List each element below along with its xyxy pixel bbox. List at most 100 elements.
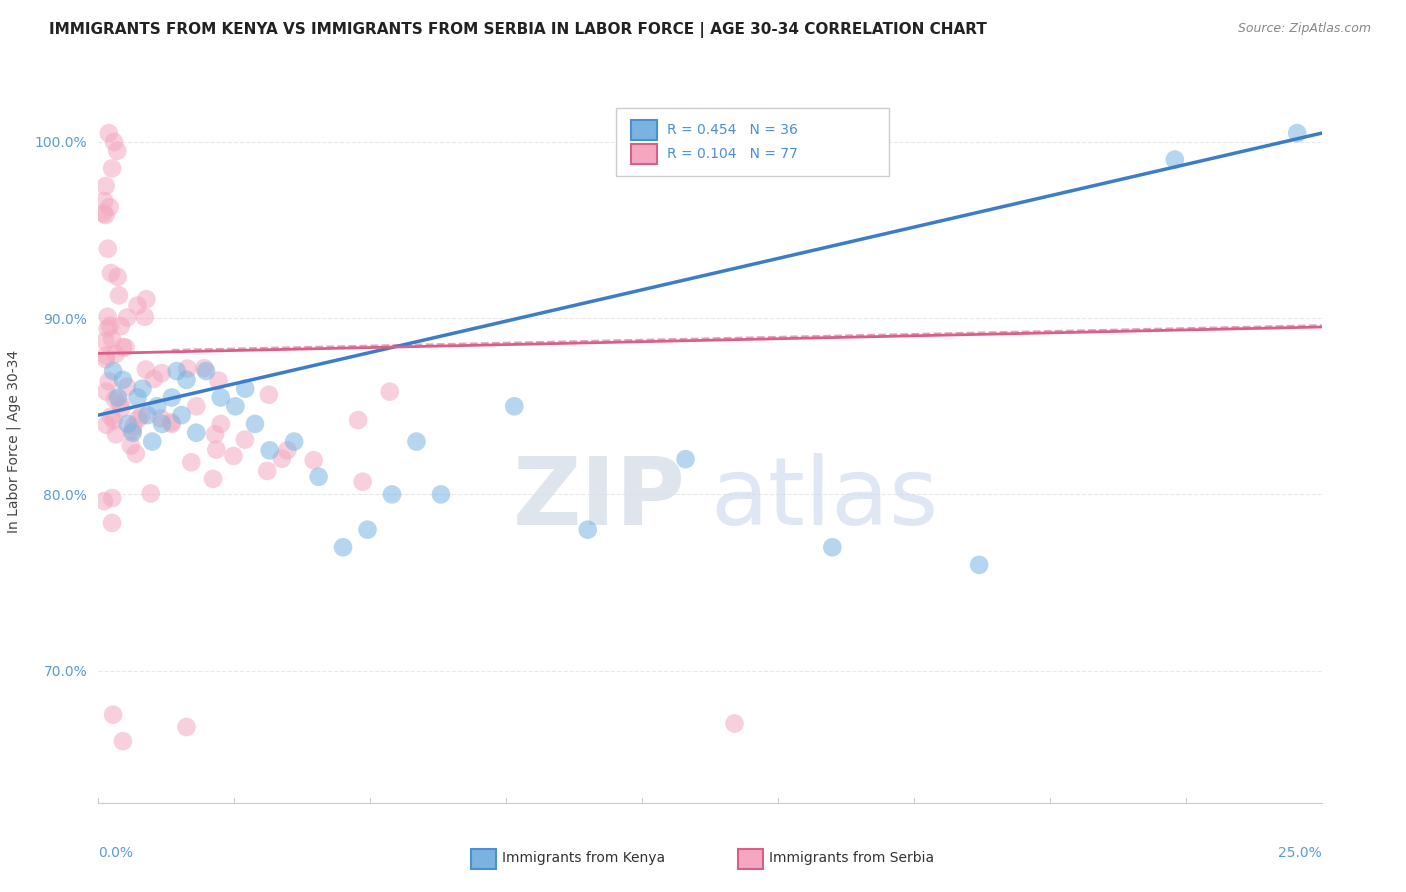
Point [101,707,124,722]
Point [723,716,745,731]
Point [347,413,370,427]
Point [100,409,122,424]
Point [104,392,127,406]
Point [117,417,139,431]
Point [150,366,173,380]
Point [149,411,172,425]
Point [96,417,118,432]
Point [110,401,132,416]
Point [302,453,325,467]
Point [176,361,198,376]
Point [356,523,378,537]
Point [135,292,157,306]
Point [120,439,142,453]
Point [193,361,215,376]
Text: ZIP: ZIP [513,453,686,545]
Point [233,433,256,447]
Text: atlas: atlas [710,453,938,545]
Point [160,416,183,430]
Point [97,321,120,335]
Bar [630,120,658,140]
Point [176,720,198,734]
Point [243,417,266,431]
Text: IMMIGRANTS FROM KENYA VS IMMIGRANTS FROM SERBIA IN LABOR FORCE | AGE 30-34 CORRE: IMMIGRANTS FROM KENYA VS IMMIGRANTS FROM… [49,22,987,38]
Point [405,434,427,449]
Point [256,464,278,478]
Point [101,516,124,530]
Point [111,373,134,387]
Text: 0.0%: 0.0% [98,847,134,860]
Point [114,341,136,355]
Point [121,424,143,438]
Point [122,419,145,434]
Point [166,364,188,378]
Point [276,443,298,458]
Point [94,352,117,367]
Point [150,417,173,431]
Point [101,332,124,346]
Point [98,318,121,333]
Point [1286,126,1309,140]
Point [195,364,218,378]
Point [93,494,115,508]
Point [125,447,148,461]
Point [352,475,374,489]
Y-axis label: In Labor Force | Age 30-34: In Labor Force | Age 30-34 [6,350,21,533]
Point [146,399,169,413]
Point [97,310,120,324]
Point [176,373,198,387]
Point [136,408,159,422]
Text: R = 0.104   N = 77: R = 0.104 N = 77 [668,147,799,161]
Point [209,417,232,431]
Point [97,374,120,388]
Point [94,208,117,222]
Point [115,380,138,394]
Point [93,206,115,220]
Point [121,425,143,440]
Point [186,425,208,440]
Point [107,391,129,405]
Point [110,318,132,333]
Point [141,434,163,449]
Point [135,362,157,376]
Point [222,449,245,463]
Point [332,541,354,555]
Point [209,391,232,405]
Point [108,397,131,411]
Point [131,409,153,423]
Point [111,734,134,748]
Point [93,194,115,208]
Point [257,387,280,401]
Point [675,452,697,467]
Point [139,486,162,500]
Point [105,144,128,158]
Point [205,442,228,457]
Point [104,347,127,361]
Point [142,372,165,386]
Point [101,364,124,378]
Point [576,523,599,537]
Text: 25.0%: 25.0% [1278,847,1322,860]
Point [115,310,138,325]
Point [207,374,229,388]
Bar [630,144,658,164]
Point [430,487,453,501]
Point [103,413,125,427]
Point [180,455,202,469]
Point [97,126,120,140]
Point [96,384,118,399]
FancyBboxPatch shape [616,109,889,176]
Point [204,427,226,442]
Point [131,382,153,396]
Point [224,399,246,413]
Point [378,384,401,399]
Point [202,472,225,486]
Point [97,242,120,256]
Point [94,334,117,348]
Point [503,399,526,413]
Point [127,412,149,426]
Point [105,427,128,442]
Point [283,434,305,449]
Point [103,135,125,149]
Point [98,200,121,214]
